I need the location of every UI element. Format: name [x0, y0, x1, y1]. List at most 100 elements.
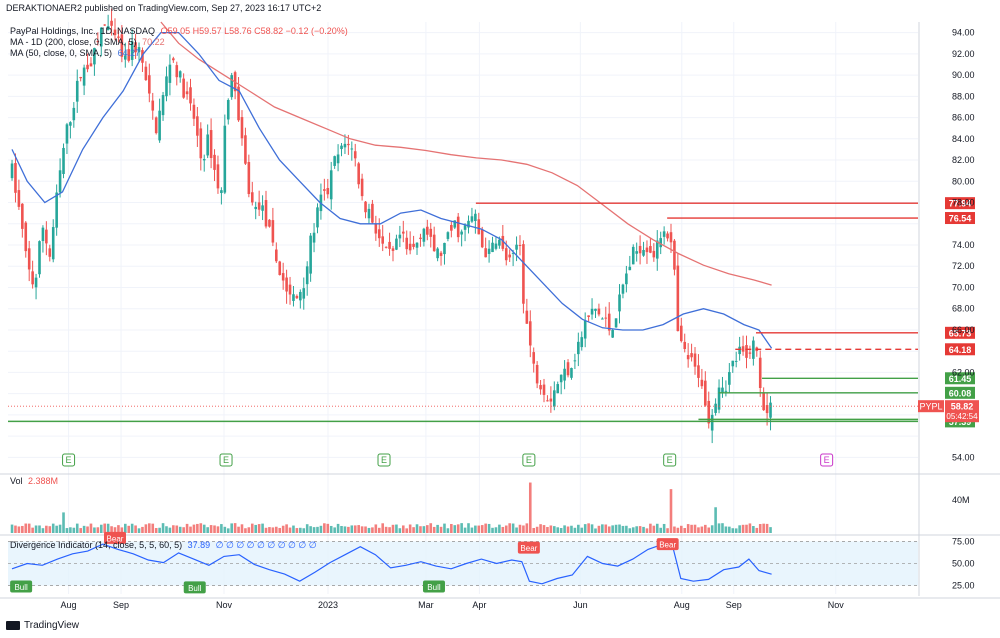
x-tick-label: Aug [61, 600, 77, 610]
x-tick-label: Nov [828, 600, 845, 610]
candle-body [518, 244, 522, 246]
candle-body [285, 277, 288, 292]
volume-bar [172, 525, 175, 533]
volume-bar [58, 524, 62, 533]
volume-bar [752, 526, 755, 533]
divergence-legend[interactable]: Divergence Indicator (14, close, 5, 5, 6… [10, 540, 317, 551]
divergence-value: 37.89 [187, 540, 211, 550]
candle-body [625, 273, 628, 285]
candle-body [58, 170, 62, 193]
volume-bar [165, 526, 168, 533]
candle-body [168, 64, 172, 83]
ma200-value: 70.22 [142, 37, 165, 47]
candle-body [333, 156, 336, 166]
y-tick-label: 94.00 [952, 28, 975, 38]
candle-body [202, 158, 206, 161]
volume-bar [285, 524, 288, 533]
volume-bar [127, 525, 131, 533]
volume-bar [65, 528, 69, 533]
candle-body [666, 233, 669, 239]
main-legend[interactable]: PayPal Holdings, Inc., 1D, NASDAQ O59.05… [10, 26, 348, 36]
level-label: 64.18 [949, 345, 972, 355]
volume-bar [710, 525, 714, 533]
volume-bar [590, 524, 594, 533]
candle-body [528, 321, 532, 346]
volume-bar [158, 527, 161, 533]
candle-body [158, 110, 161, 141]
volume-bar [731, 528, 735, 533]
candle-body [553, 390, 556, 407]
ma50-legend[interactable]: MA (50, close, 0, SMA, 5) 64.27 [10, 48, 140, 58]
x-tick-label: Sep [726, 600, 742, 610]
candle-body [734, 360, 738, 362]
candle-body [446, 232, 450, 239]
candle-body [350, 148, 354, 150]
candle-body [347, 143, 350, 146]
volume-bar [518, 524, 522, 533]
candle-body [710, 414, 714, 431]
candle-body [360, 178, 364, 197]
volume-bar [206, 527, 209, 533]
y-tick-label: 72.00 [952, 261, 975, 271]
level-label: 76.54 [949, 214, 972, 224]
candle-body [213, 154, 216, 170]
volume-bar [288, 527, 292, 533]
volume-bar [226, 528, 230, 533]
signal-label: Bear [659, 541, 676, 550]
volume-bar [717, 523, 721, 533]
candle-body [611, 329, 614, 338]
volume-bar [769, 527, 772, 533]
volume-bar [679, 525, 683, 533]
candle-body [590, 308, 594, 315]
signal-badge [517, 541, 540, 554]
volume-bar [268, 527, 271, 533]
candle-body [148, 75, 151, 94]
candle-body [196, 116, 199, 136]
volume-bar [333, 527, 336, 533]
volume-bar [456, 524, 460, 533]
candle-body [769, 402, 772, 418]
volume-bar [676, 527, 680, 533]
volume-bar [738, 525, 741, 533]
volume-bar [724, 526, 728, 533]
volume-bar [21, 525, 24, 533]
publisher-line: DERAKTIONAER2 published on TradingView.c… [6, 3, 322, 13]
candle-body [220, 190, 223, 194]
volume-bar [31, 527, 34, 533]
y-tick-label: 80.00 [952, 176, 975, 186]
volume-legend[interactable]: Vol 2.388M [10, 476, 58, 486]
volume-bar [501, 526, 505, 533]
x-tick-label: Aug [674, 600, 690, 610]
candle-body [405, 237, 409, 250]
volume-bar [178, 526, 182, 533]
volume-bar [247, 527, 251, 533]
candle-body [27, 248, 31, 270]
volume-bar [254, 524, 258, 533]
candle-body [69, 122, 72, 126]
ma200-legend[interactable]: MA - 1D (200, close, 0, SMA, 5) 70.22 [10, 37, 165, 47]
footer-brand[interactable]: TradingView [6, 620, 79, 631]
candle-body [504, 248, 508, 261]
volume-bar [498, 524, 501, 533]
candle-body [17, 190, 21, 207]
candle-body [24, 222, 28, 252]
candle-body [532, 352, 536, 364]
candle-body [618, 294, 621, 312]
last-price-bg [945, 400, 979, 423]
ma50-value: 64.27 [117, 48, 141, 58]
candle-body [426, 226, 429, 235]
volume-bar [460, 523, 463, 533]
signal-badge [422, 580, 445, 593]
countdown-label: 05:42:54 [946, 412, 978, 421]
volume-bar [583, 524, 587, 533]
volume-bar [275, 526, 278, 533]
candle-body [662, 231, 666, 237]
candle-body [704, 380, 707, 406]
candle-body [45, 229, 48, 244]
candle-body [649, 246, 652, 253]
volume-bar [467, 523, 470, 533]
candle-body [89, 63, 93, 67]
candle-body [456, 216, 460, 238]
volume-bar [474, 525, 477, 533]
